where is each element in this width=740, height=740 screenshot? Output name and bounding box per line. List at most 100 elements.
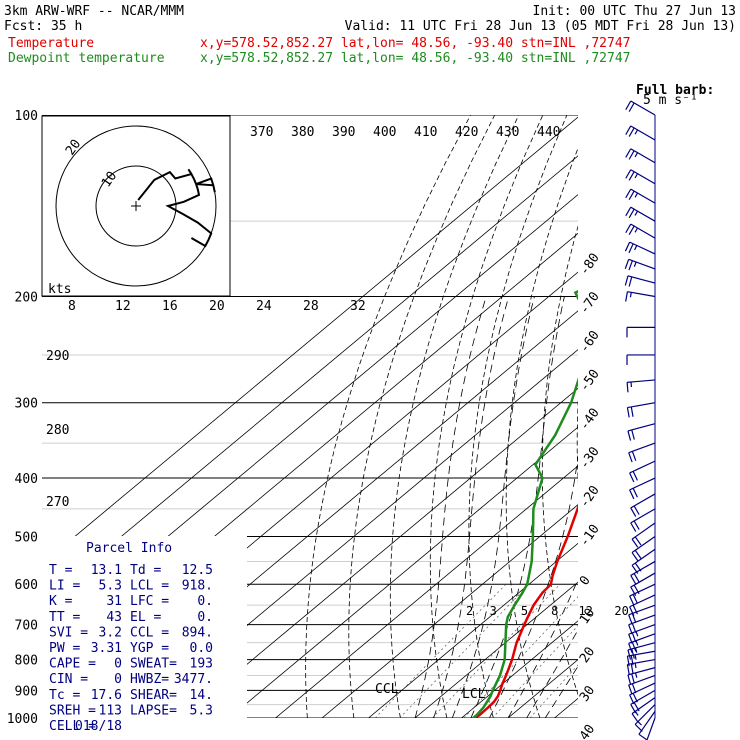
isotherm-label: -60 (577, 328, 603, 356)
speed-tick-label: 24 (256, 299, 272, 314)
wind-barb-flag (625, 169, 632, 179)
mixing-ratio-line (374, 583, 507, 718)
wind-barb-flag (628, 243, 634, 254)
wind-barb-flag (626, 664, 630, 675)
isotherm-line (275, 465, 578, 718)
dry-adiabat-label: 280 (46, 423, 69, 438)
wind-barb (625, 100, 656, 116)
wind-barb-flag (630, 704, 637, 714)
wind-barb-flag (634, 245, 638, 251)
wind-barb-flag (630, 655, 634, 666)
isotherm-line (42, 155, 578, 604)
wind-barb-staff (627, 379, 656, 383)
dry-adiabat (676, 115, 740, 718)
temperature-profile (472, 503, 578, 718)
wind-barb-staff (627, 650, 656, 657)
dry-adiabat (348, 115, 496, 718)
wind-barb-flag (631, 632, 637, 643)
wind-barb-flag (631, 648, 635, 659)
dry-adiabat (541, 225, 578, 696)
parcel-info-value: 3477. (174, 672, 213, 687)
wind-barbs (624, 100, 656, 740)
init-time: Init: 00 UTC Thu 27 Jun 13 (533, 4, 737, 19)
wind-barb-flag (626, 382, 629, 393)
parcel-info-value: TT = (49, 610, 80, 625)
temperature-point-info: x,y=578.52,852.27 lat,lon= 48.56, -93.40… (200, 36, 630, 51)
moist-adiabat (451, 296, 535, 718)
wind-barb-flag (634, 723, 643, 732)
wind-barb-flag (632, 604, 638, 615)
wind-barb-staff (627, 275, 656, 284)
dry-adiabat (389, 115, 520, 718)
wind-barb-flag (634, 173, 639, 179)
wind-barb-flag (634, 227, 639, 233)
moist-adiabat (414, 296, 487, 718)
parcel-info-value: 894. (182, 625, 213, 640)
isotherm-label: 30 (577, 683, 598, 704)
dry-adiabat (429, 115, 544, 718)
dewpoint-point-info: x,y=578.52,852.27 lat,lon= 48.56, -93.40… (200, 51, 630, 66)
theta-label: 370 (250, 125, 273, 140)
wind-barb-flag (631, 564, 639, 574)
isotherm-label: 10 (577, 606, 598, 627)
wind-barb (630, 493, 656, 517)
wind-barb (629, 682, 656, 705)
wind-barb-staff (631, 522, 656, 540)
wind-barb-flag (625, 100, 632, 110)
isotherm-line (368, 542, 578, 718)
wind-barb-flag (628, 260, 633, 271)
model-title: 3km ARW-WRF -- NCAR/MMM (4, 4, 184, 19)
parcel-info-value: 018/18 (75, 719, 122, 734)
wind-barb-staff (629, 682, 656, 696)
wind-barb-flag (637, 721, 642, 726)
wind-barb-staff (627, 402, 656, 409)
parcel-info-value: 13.1 (91, 563, 122, 578)
wind-barb-staff (629, 477, 656, 491)
moist-adiabat (507, 578, 578, 718)
wind-barb-flag (630, 522, 637, 532)
parcel-info-background (42, 536, 247, 718)
isotherm-line (601, 115, 740, 718)
parcel-info-value: 3.2 (99, 625, 122, 640)
wind-barb (628, 633, 656, 653)
parcel-info-value: T = (49, 563, 73, 578)
wind-barb-flag (628, 614, 633, 625)
parcel-info-value: Tc = (49, 688, 80, 703)
wind-barb-flag (632, 692, 638, 703)
wind-barb-flag (628, 684, 633, 695)
parcel-info-value: SVI = (49, 625, 88, 640)
speed-tick-label: 28 (303, 299, 319, 314)
pressure-label: 100 (15, 109, 38, 124)
wind-barb (626, 354, 655, 365)
pressure-label: 900 (15, 684, 38, 699)
theta-label: 420 (455, 125, 478, 140)
wind-barb-flag (635, 631, 639, 637)
wind-barb-flag (631, 429, 635, 440)
wind-legend-units: 5 m s⁻¹ (643, 93, 698, 108)
wind-barb-flag (633, 261, 637, 267)
parcel-info-value: 5.3 (190, 703, 213, 718)
mixing-ratio-line (399, 583, 530, 718)
wind-barb-flag (634, 549, 642, 559)
wind-barb-flag (631, 552, 639, 562)
wind-barb-staff (630, 689, 656, 705)
parcel-info-value: CAPE = (49, 657, 96, 672)
wind-barb-staff (628, 614, 656, 626)
parcel-info-value: 14. (190, 688, 213, 703)
wind-barb (630, 572, 656, 597)
wind-barb-flag (624, 259, 630, 269)
valid-time: Valid: 11 UTC Fri 28 Jun 13 (05 MDT Fri … (345, 19, 736, 34)
dry-adiabat (505, 147, 578, 718)
speed-tick-label: 16 (162, 299, 178, 314)
hodograph-ring-label: 10 (99, 169, 120, 190)
isotherm-label: -30 (577, 444, 603, 472)
isotherm-label: 20 (577, 645, 598, 666)
wind-barb-flag (625, 148, 632, 158)
parcel-info-value: K = (49, 594, 73, 609)
wind-barb-flag (631, 673, 635, 684)
wind-barb-staff (630, 572, 656, 588)
wind-barb-staff (631, 535, 656, 554)
wind-barb-flag (629, 595, 635, 606)
isotherm-label: 40 (577, 722, 598, 740)
